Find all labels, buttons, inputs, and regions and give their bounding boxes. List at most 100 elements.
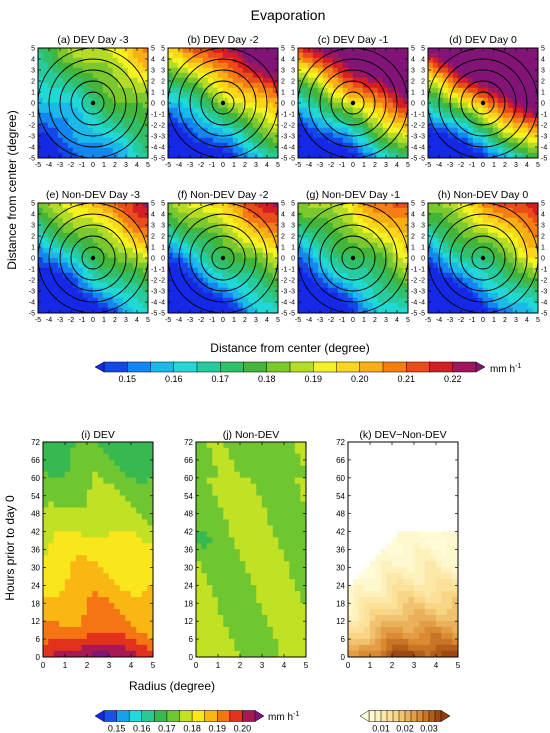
field-cell xyxy=(492,267,499,274)
field-cell xyxy=(72,117,79,124)
field-cell xyxy=(342,302,349,309)
field-cell xyxy=(52,252,59,259)
field-cell xyxy=(125,459,132,467)
field-cell xyxy=(168,77,174,84)
field-cell xyxy=(367,82,374,89)
field-cell xyxy=(302,203,309,209)
field-cell xyxy=(177,132,184,139)
field-cell xyxy=(452,237,459,244)
field-cell xyxy=(217,107,224,114)
field-cell xyxy=(92,459,99,467)
field-cell xyxy=(127,147,134,154)
field-cell xyxy=(357,203,364,209)
colorbar-segment xyxy=(196,361,221,373)
field-cell xyxy=(192,62,199,69)
field-cell xyxy=(125,555,132,562)
field-cell xyxy=(217,142,224,149)
field-cell xyxy=(212,117,219,124)
field-cell xyxy=(64,507,71,515)
field-cell xyxy=(467,207,474,214)
field-cell xyxy=(272,203,278,209)
field-cell xyxy=(132,117,139,124)
field-cell xyxy=(38,127,44,134)
field-cell xyxy=(102,132,109,139)
field-cell xyxy=(457,142,464,149)
field-cell xyxy=(357,117,364,124)
x-tick-label: 5 xyxy=(406,317,410,324)
field-cell xyxy=(172,92,179,99)
field-cell xyxy=(402,137,408,144)
field-cell xyxy=(64,483,71,491)
field-cell xyxy=(127,267,134,274)
field-cell xyxy=(130,471,137,479)
field-cell xyxy=(72,242,79,249)
field-cell xyxy=(227,307,234,313)
field-cell xyxy=(397,82,404,89)
field-cell xyxy=(117,107,124,114)
field-cell xyxy=(232,147,239,154)
field-cell xyxy=(81,555,88,562)
field-cell xyxy=(352,48,359,54)
field-cell xyxy=(342,137,349,144)
field-cell xyxy=(47,287,54,294)
field-cell xyxy=(507,287,514,294)
field-cell xyxy=(107,137,114,144)
field-cell xyxy=(257,302,264,309)
field-cell xyxy=(247,282,254,289)
field-cell xyxy=(177,137,184,144)
field-cell xyxy=(437,203,444,209)
field-cell xyxy=(192,297,199,304)
field-cell xyxy=(72,92,79,99)
field-cell xyxy=(392,147,399,154)
field-cell xyxy=(532,242,538,249)
field-cell xyxy=(317,117,324,124)
field-cell xyxy=(172,212,179,219)
field-cell xyxy=(442,57,449,64)
field-cell xyxy=(38,97,44,104)
field-cell xyxy=(467,292,474,299)
field-cell xyxy=(227,232,234,239)
field-cell xyxy=(522,227,529,234)
field-cell xyxy=(47,222,54,229)
field-cell xyxy=(447,127,454,134)
field-cell xyxy=(452,257,459,264)
field-cell xyxy=(392,137,399,144)
field-cell xyxy=(114,507,121,515)
field-cell xyxy=(67,57,74,64)
field-cell xyxy=(102,307,109,313)
field-cell xyxy=(392,107,399,114)
field-cell xyxy=(137,48,144,54)
field-cell xyxy=(222,307,229,313)
y-tick-label-right: 5 xyxy=(151,201,155,208)
field-cell xyxy=(108,447,115,455)
field-cell xyxy=(112,232,119,239)
field-cell xyxy=(307,132,314,139)
field-cell xyxy=(327,72,334,79)
field-cell xyxy=(237,237,244,244)
field-cell xyxy=(482,272,489,279)
field-cell xyxy=(492,302,499,309)
field-cell xyxy=(72,72,79,79)
field-cell xyxy=(117,227,124,234)
field-cell xyxy=(302,132,309,139)
field-cell xyxy=(42,307,49,313)
field-cell xyxy=(47,127,54,134)
field-cell xyxy=(222,257,229,264)
y-tick-label: 4 xyxy=(291,212,295,219)
field-cell xyxy=(114,465,121,473)
field-cell xyxy=(127,222,134,229)
field-cell xyxy=(217,262,224,269)
field-cell xyxy=(197,147,204,154)
field-cell xyxy=(272,147,278,154)
field-cell xyxy=(472,48,479,54)
field-cell xyxy=(136,495,143,503)
field-cell xyxy=(347,207,354,214)
field-cell xyxy=(402,212,408,219)
field-cell xyxy=(442,77,449,84)
field-cell xyxy=(327,282,334,289)
field-cell xyxy=(87,137,94,144)
y-tick-label-right: 3 xyxy=(281,223,285,230)
field-cell xyxy=(52,262,59,269)
field-cell xyxy=(92,247,99,254)
field-cell xyxy=(402,77,408,84)
